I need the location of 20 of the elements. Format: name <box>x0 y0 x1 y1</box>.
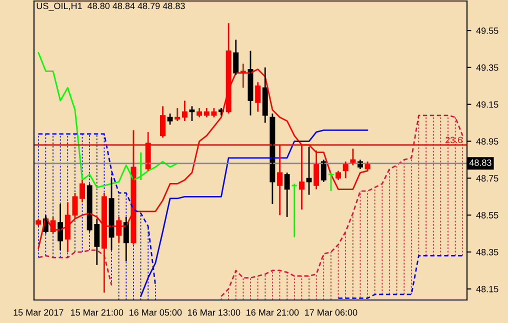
candlestick <box>138 152 144 181</box>
y-tick-label: 49.55 <box>476 28 498 34</box>
y-tick-label: 49.15 <box>476 101 498 108</box>
candlestick <box>291 183 298 238</box>
y-tick-label: 48.95 <box>476 138 498 145</box>
y-tick-label: 48.35 <box>476 248 498 256</box>
y-tick-label: 48.75 <box>476 175 498 182</box>
line-series <box>38 52 178 188</box>
y-tick-label: 49.35 <box>476 64 498 71</box>
y-tick-label: 48.15 <box>476 286 498 292</box>
ref-line-label: 48.83 <box>469 159 492 166</box>
x-tick-label: 17 Mar 06:00 <box>305 309 358 316</box>
chart-title: US_OIL,H1 48.80 48.84 48.79 48.83 <box>36 2 185 11</box>
x-tick-label: 15 Mar 21:00 <box>70 309 124 316</box>
y-tick-label: 48.55 <box>476 212 498 218</box>
x-tick-label: 16 Mar 05:00 <box>130 309 182 316</box>
x-tick-label: 16 Mar 13:00 <box>188 309 240 316</box>
x-tick-label: 15 Mar 2017 <box>14 309 64 316</box>
annotation: 23.6 <box>445 136 462 144</box>
x-tick-label: 16 Mar 21:00 <box>246 309 299 316</box>
